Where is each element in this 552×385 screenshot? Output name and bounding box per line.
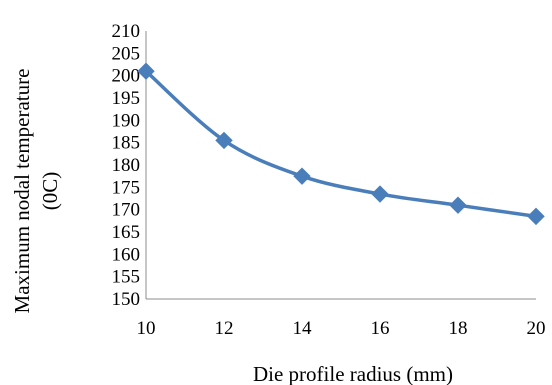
y-tick-label: 160 xyxy=(112,244,141,265)
data-point-marker xyxy=(137,62,155,80)
y-tick-label: 175 xyxy=(112,177,141,198)
x-tick-label: 12 xyxy=(215,318,234,339)
series-layer xyxy=(137,62,545,226)
x-axis-title: Die profile radius (mm) xyxy=(253,362,453,385)
y-tick-label: 150 xyxy=(112,289,141,310)
data-point-marker xyxy=(449,196,467,214)
y-tick-label: 200 xyxy=(112,66,141,87)
data-point-marker xyxy=(215,131,233,150)
data-point-marker xyxy=(293,167,311,185)
y-tick-label: 180 xyxy=(112,155,141,176)
x-tick-label: 14 xyxy=(293,318,313,339)
y-axis-title-line-2: (0C) xyxy=(38,172,62,211)
y-tick-label: 170 xyxy=(112,200,141,221)
y-tick-label: 185 xyxy=(112,133,141,154)
y-tick-label: 195 xyxy=(112,88,141,109)
y-axis-title: Maximum nodal temperature (0C) xyxy=(10,69,62,314)
data-point-marker xyxy=(371,185,389,203)
y-axis-title-line-1: Maximum nodal temperature xyxy=(10,69,34,314)
y-tick-label: 210 xyxy=(112,21,141,42)
data-point-marker xyxy=(527,207,545,226)
x-axis-ticks: 10 12 14 16 18 20 xyxy=(137,318,546,339)
series-line xyxy=(144,69,538,219)
y-tick-label: 205 xyxy=(112,43,141,64)
y-tick-label: 165 xyxy=(112,222,141,243)
x-tick-label: 16 xyxy=(371,318,390,339)
x-tick-label: 10 xyxy=(137,318,156,339)
x-tick-label: 20 xyxy=(527,318,546,339)
x-tick-label: 18 xyxy=(449,318,468,339)
y-tick-label: 155 xyxy=(112,267,141,288)
y-tick-label: 190 xyxy=(112,110,141,131)
